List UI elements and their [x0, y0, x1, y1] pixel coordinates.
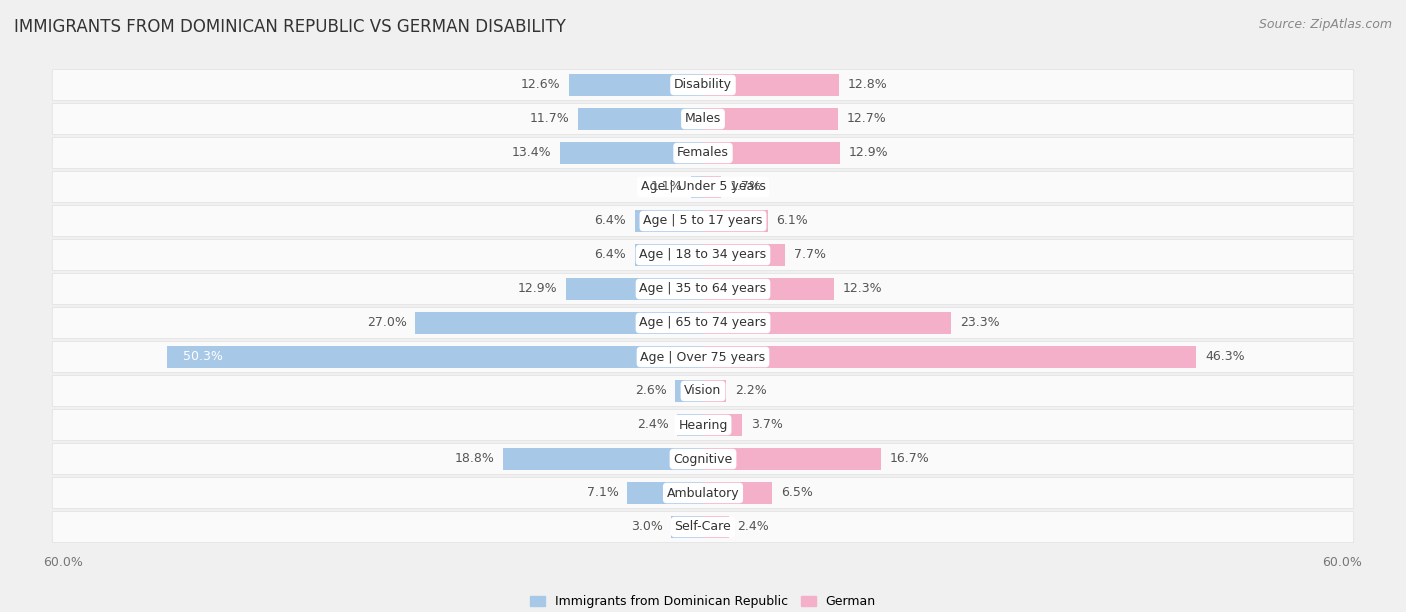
Text: Females: Females [678, 146, 728, 160]
FancyBboxPatch shape [52, 443, 1354, 475]
Text: 2.6%: 2.6% [636, 384, 666, 398]
Text: Age | 65 to 74 years: Age | 65 to 74 years [640, 316, 766, 329]
Text: Self-Care: Self-Care [675, 520, 731, 534]
FancyBboxPatch shape [52, 477, 1354, 509]
Bar [703, 75, 839, 95]
Text: 12.9%: 12.9% [517, 283, 557, 296]
Text: Vision: Vision [685, 384, 721, 398]
Text: 7.7%: 7.7% [793, 248, 825, 261]
Bar [167, 346, 703, 368]
Bar [415, 313, 703, 334]
Bar [703, 381, 727, 401]
Text: 18.8%: 18.8% [454, 452, 494, 466]
Text: 23.3%: 23.3% [960, 316, 1000, 329]
Text: 2.4%: 2.4% [737, 520, 769, 534]
Text: 12.6%: 12.6% [520, 78, 560, 92]
Text: 50.3%: 50.3% [183, 351, 222, 364]
Text: Age | Over 75 years: Age | Over 75 years [641, 351, 765, 364]
Bar [692, 176, 703, 198]
Bar [678, 414, 703, 436]
Text: Age | Under 5 years: Age | Under 5 years [641, 181, 765, 193]
Text: Age | 18 to 34 years: Age | 18 to 34 years [640, 248, 766, 261]
Text: 7.1%: 7.1% [586, 487, 619, 499]
Text: 46.3%: 46.3% [1205, 351, 1244, 364]
Bar [634, 244, 703, 266]
Text: Hearing: Hearing [678, 419, 728, 431]
Text: Disability: Disability [673, 78, 733, 92]
Bar [703, 176, 721, 198]
Bar [671, 517, 703, 537]
Bar [703, 346, 1197, 368]
Text: 1.1%: 1.1% [651, 181, 683, 193]
Text: 12.3%: 12.3% [842, 283, 882, 296]
Bar [703, 278, 834, 299]
FancyBboxPatch shape [52, 341, 1354, 373]
Text: 6.1%: 6.1% [776, 214, 808, 228]
Bar [703, 143, 841, 163]
Legend: Immigrants from Dominican Republic, German: Immigrants from Dominican Republic, Germ… [524, 590, 882, 612]
FancyBboxPatch shape [52, 69, 1354, 100]
Text: 3.0%: 3.0% [631, 520, 662, 534]
Text: 1.7%: 1.7% [730, 181, 762, 193]
Bar [634, 211, 703, 231]
Bar [502, 449, 703, 469]
Bar [703, 517, 728, 537]
Text: Males: Males [685, 113, 721, 125]
FancyBboxPatch shape [52, 206, 1354, 237]
FancyBboxPatch shape [52, 274, 1354, 305]
Bar [565, 278, 703, 299]
FancyBboxPatch shape [52, 307, 1354, 338]
FancyBboxPatch shape [52, 409, 1354, 441]
FancyBboxPatch shape [52, 171, 1354, 203]
Bar [675, 381, 703, 401]
Bar [703, 244, 785, 266]
Text: 2.2%: 2.2% [735, 384, 766, 398]
Text: 16.7%: 16.7% [890, 452, 929, 466]
Bar [703, 414, 742, 436]
FancyBboxPatch shape [52, 137, 1354, 169]
Text: 12.8%: 12.8% [848, 78, 887, 92]
Text: 2.4%: 2.4% [637, 419, 669, 431]
Bar [703, 313, 952, 334]
Text: Age | 5 to 17 years: Age | 5 to 17 years [644, 214, 762, 228]
Text: 13.4%: 13.4% [512, 146, 551, 160]
Text: Age | 35 to 64 years: Age | 35 to 64 years [640, 283, 766, 296]
Bar [703, 482, 772, 504]
Text: Source: ZipAtlas.com: Source: ZipAtlas.com [1258, 18, 1392, 31]
Text: IMMIGRANTS FROM DOMINICAN REPUBLIC VS GERMAN DISABILITY: IMMIGRANTS FROM DOMINICAN REPUBLIC VS GE… [14, 18, 567, 36]
Text: 3.7%: 3.7% [751, 419, 783, 431]
FancyBboxPatch shape [52, 512, 1354, 543]
FancyBboxPatch shape [52, 239, 1354, 271]
Text: 6.5%: 6.5% [780, 487, 813, 499]
Text: 27.0%: 27.0% [367, 316, 406, 329]
FancyBboxPatch shape [52, 375, 1354, 406]
Bar [703, 108, 838, 130]
Text: 6.4%: 6.4% [595, 214, 626, 228]
Bar [703, 449, 882, 469]
Bar [578, 108, 703, 130]
Text: 11.7%: 11.7% [530, 113, 569, 125]
Bar [560, 143, 703, 163]
Bar [703, 211, 768, 231]
Bar [627, 482, 703, 504]
Text: Cognitive: Cognitive [673, 452, 733, 466]
FancyBboxPatch shape [52, 103, 1354, 135]
Text: 12.9%: 12.9% [849, 146, 889, 160]
Text: Ambulatory: Ambulatory [666, 487, 740, 499]
Bar [568, 75, 703, 95]
Text: 6.4%: 6.4% [595, 248, 626, 261]
Text: 12.7%: 12.7% [846, 113, 887, 125]
